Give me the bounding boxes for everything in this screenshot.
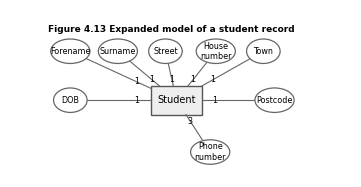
- Text: Postcode: Postcode: [256, 96, 293, 105]
- Ellipse shape: [196, 39, 235, 63]
- Text: Street: Street: [153, 47, 178, 56]
- Text: 1: 1: [210, 75, 216, 84]
- Ellipse shape: [98, 39, 138, 63]
- FancyBboxPatch shape: [152, 86, 202, 115]
- Text: Phone
number: Phone number: [195, 142, 226, 162]
- Text: Figure 4.13 Expanded model of a student record: Figure 4.13 Expanded model of a student …: [48, 25, 295, 34]
- Text: 1: 1: [169, 75, 174, 84]
- Text: 1: 1: [212, 96, 217, 105]
- Text: 1: 1: [149, 75, 155, 84]
- Text: 1: 1: [134, 96, 139, 105]
- Text: Surname: Surname: [100, 47, 136, 56]
- Ellipse shape: [149, 39, 182, 63]
- Text: Town: Town: [253, 47, 273, 56]
- Text: DOB: DOB: [61, 96, 79, 105]
- Text: Student: Student: [157, 95, 196, 105]
- Ellipse shape: [255, 88, 294, 112]
- Ellipse shape: [51, 39, 90, 63]
- Text: 3: 3: [188, 117, 193, 126]
- Text: Forename: Forename: [50, 47, 91, 56]
- Ellipse shape: [247, 39, 280, 63]
- Ellipse shape: [53, 88, 87, 112]
- Text: 1: 1: [191, 75, 196, 84]
- Ellipse shape: [191, 140, 230, 164]
- Text: House
number: House number: [200, 42, 231, 61]
- Text: 1: 1: [134, 77, 139, 86]
